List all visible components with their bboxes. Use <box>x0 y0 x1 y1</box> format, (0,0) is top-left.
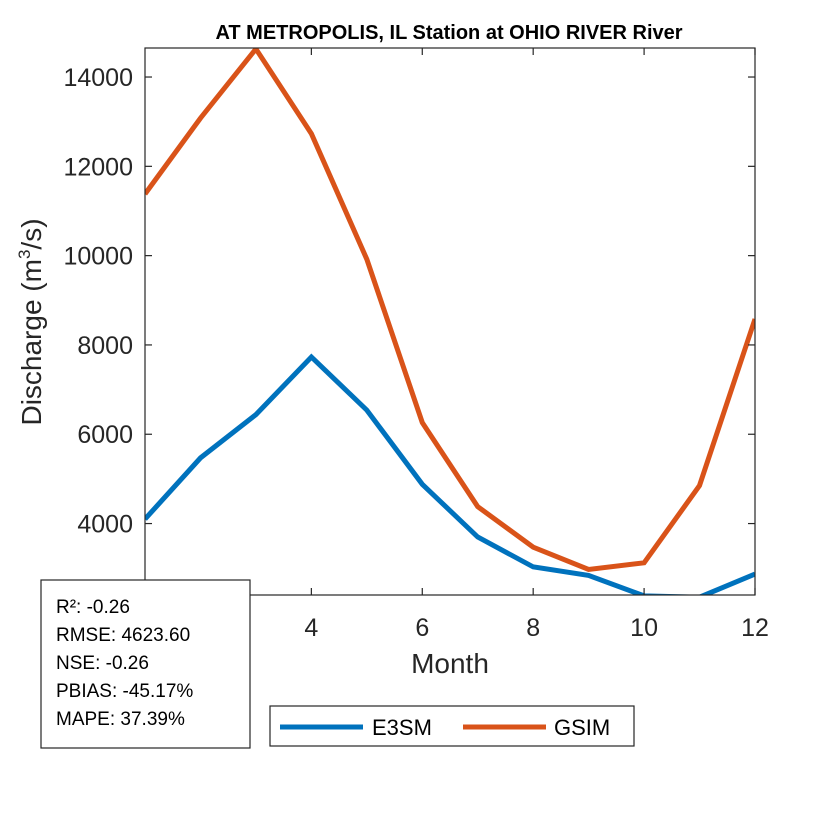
stats-pbias: PBIAS: -45.17% <box>56 681 193 702</box>
stats-nse: NSE: -0.26 <box>56 653 149 674</box>
y-tick-label: 6000 <box>77 421 133 449</box>
y-tick-label: 14000 <box>63 64 133 92</box>
legend-label-gsim: GSIM <box>554 715 610 740</box>
x-tick-label: 8 <box>526 614 540 642</box>
legend-label-e3sm: E3SM <box>372 715 432 740</box>
stats-box: R²: -0.26 RMSE: 4623.60 NSE: -0.26 PBIAS… <box>40 579 251 749</box>
y-axis-label-superscript: 3 <box>15 250 34 259</box>
plot-frame <box>144 47 756 596</box>
series-line-e3sm <box>145 353 755 595</box>
stats-r2: R²: -0.26 <box>56 597 130 618</box>
x-tick-label: 4 <box>304 614 318 642</box>
stats-rmse: RMSE: 4623.60 <box>56 625 190 646</box>
x-tick-label: 10 <box>630 614 658 642</box>
x-tick-label: 6 <box>415 614 429 642</box>
chart-title: AT METROPOLIS, IL Station at OHIO RIVER … <box>215 22 682 44</box>
y-axis-label: Discharge (m3/s) <box>15 218 47 425</box>
y-tick-label: 4000 <box>77 511 133 539</box>
stats-mape: MAPE: 37.39% <box>56 709 185 730</box>
y-tick-label: 12000 <box>63 153 133 181</box>
x-tick-label: 12 <box>741 614 769 642</box>
series-line-gsim <box>145 48 755 573</box>
legend: E3SM GSIM <box>269 705 635 747</box>
x-axis-label: Month <box>411 648 489 679</box>
y-tick-label: 8000 <box>77 332 133 360</box>
plot-area: 4000 6000 8000 10000 12000 14000 4 6 8 10 12 <box>63 47 769 642</box>
y-tick-label: 10000 <box>63 243 133 271</box>
